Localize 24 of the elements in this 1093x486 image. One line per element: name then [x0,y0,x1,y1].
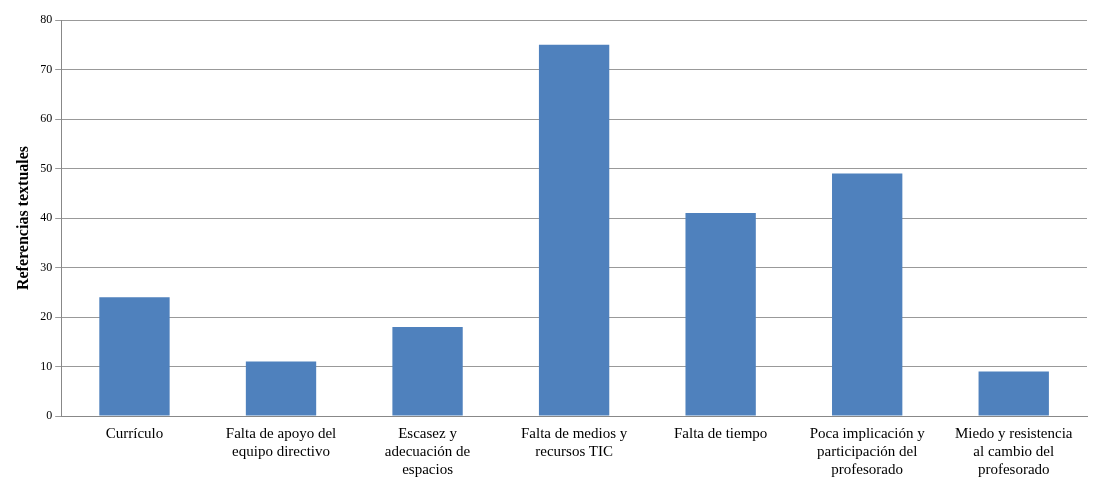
bar [832,173,903,416]
x-tick-label: Currículo [105,424,164,441]
y-tick-label: 60 [40,111,53,126]
bar [245,361,317,416]
y-tick-label: 30 [40,259,53,274]
y-tick-label: 10 [40,358,53,373]
y-tick-label: 40 [40,210,53,225]
x-tick-label: Miedo y resistencia al cambio del profesorado [954,424,1073,477]
bar [538,44,610,416]
bar [99,297,170,416]
x-tick-label: Poca implicación y participación del profesorado [809,424,926,477]
bar [392,326,463,416]
x-tick-label: Falta de medios y recursos TIC [520,424,628,459]
x-tick-label: Falta de tiempo [673,424,768,441]
y-axis-title: Referencias textuales [13,145,31,291]
bar [685,213,756,416]
bar [978,371,1049,416]
y-tick-label: 80 [40,12,53,27]
y-tick-label: 20 [40,309,53,324]
y-tick-label: 50 [40,160,53,175]
y-tick-label: 0 [46,408,53,423]
y-tick-label: 70 [40,61,53,76]
x-tick-label: Falta de apoyo del equipo directivo [225,424,337,459]
x-tick-label: Escasez y adecuación de espacios [384,424,471,477]
